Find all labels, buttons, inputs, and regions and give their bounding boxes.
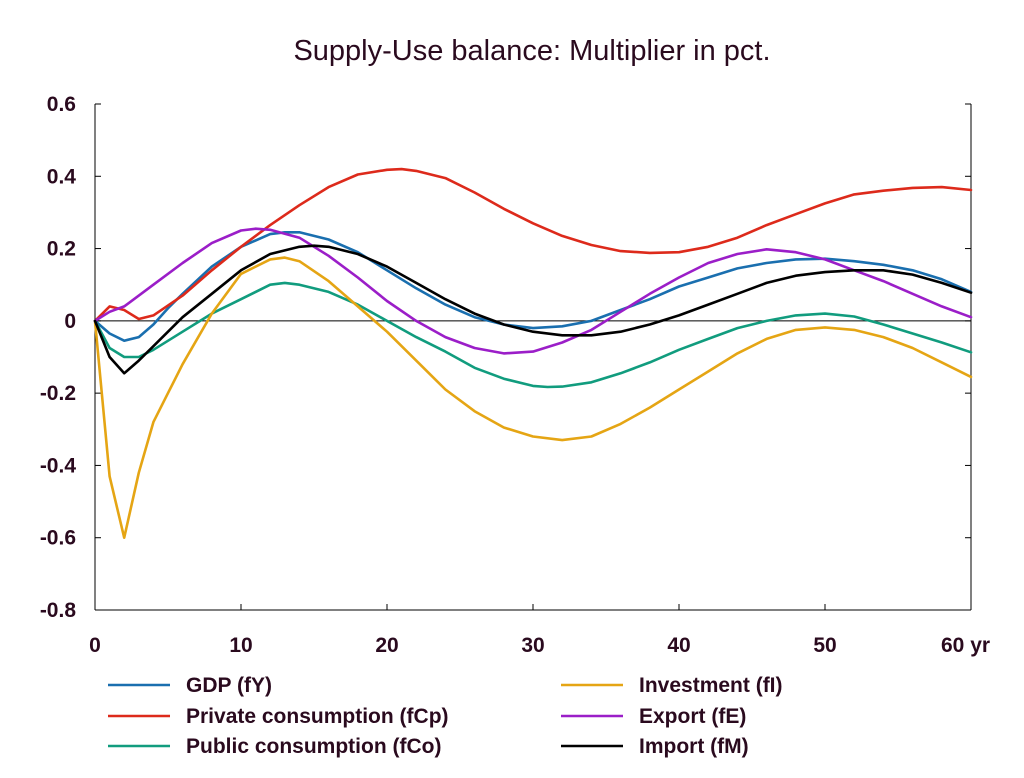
series-line-public-consumption-fco	[93, 281, 973, 389]
legend-label: Public consumption (fCo)	[186, 735, 441, 758]
y-tick-label: -0.8	[40, 599, 77, 622]
y-tick-label: -0.2	[40, 382, 76, 405]
series-line-gdp-fy	[93, 231, 973, 342]
x-tick-label: 10	[229, 634, 252, 657]
legend-item: Private consumption (fCp)	[108, 705, 449, 728]
y-tick-label: 0.6	[47, 93, 76, 116]
legend-item: Export (fE)	[561, 705, 746, 728]
x-tick-label: 40	[667, 634, 690, 657]
y-tick-label: 0	[64, 310, 76, 333]
legend-item: Import (fM)	[561, 735, 749, 758]
legend-item: GDP (fY)	[108, 674, 272, 697]
x-tick-label: 60 yr	[941, 634, 990, 657]
legend-item: Public consumption (fCo)	[108, 735, 441, 758]
y-tick-label: -0.6	[40, 527, 76, 550]
y-tick-label: 0.4	[47, 165, 77, 188]
x-tick-label: 30	[521, 634, 544, 657]
legend-label: GDP (fY)	[186, 674, 272, 697]
x-tick-label: 0	[89, 634, 101, 657]
legend-label: Private consumption (fCp)	[186, 705, 449, 728]
legend-label: Export (fE)	[639, 705, 746, 728]
series-group	[93, 167, 973, 539]
legend-label: Investment (fI)	[639, 674, 783, 697]
legend: GDP (fY) Private consumption (fCp) Public …	[108, 674, 783, 758]
legend-label: Import (fM)	[639, 735, 749, 758]
chart-title: Supply-Use balance: Multiplier in pct.	[293, 35, 770, 67]
axes: 0.6 0.4 0.2 0 -0.2 -0.4 -0.6 -0.8 0 10 20 30 40 50 60 …	[40, 93, 990, 657]
series-line-export-fe	[93, 227, 973, 355]
legend-item: Investment (fI)	[561, 674, 783, 697]
series-line-import-fm	[93, 244, 973, 375]
x-tick-label: 50	[813, 634, 836, 657]
y-tick-label: 0.2	[47, 238, 76, 261]
y-tick-label: -0.4	[40, 454, 77, 477]
series-line-investment-fi	[93, 256, 973, 539]
series-line-private-consumption-fcp	[93, 167, 973, 323]
x-tick-label: 20	[375, 634, 398, 657]
